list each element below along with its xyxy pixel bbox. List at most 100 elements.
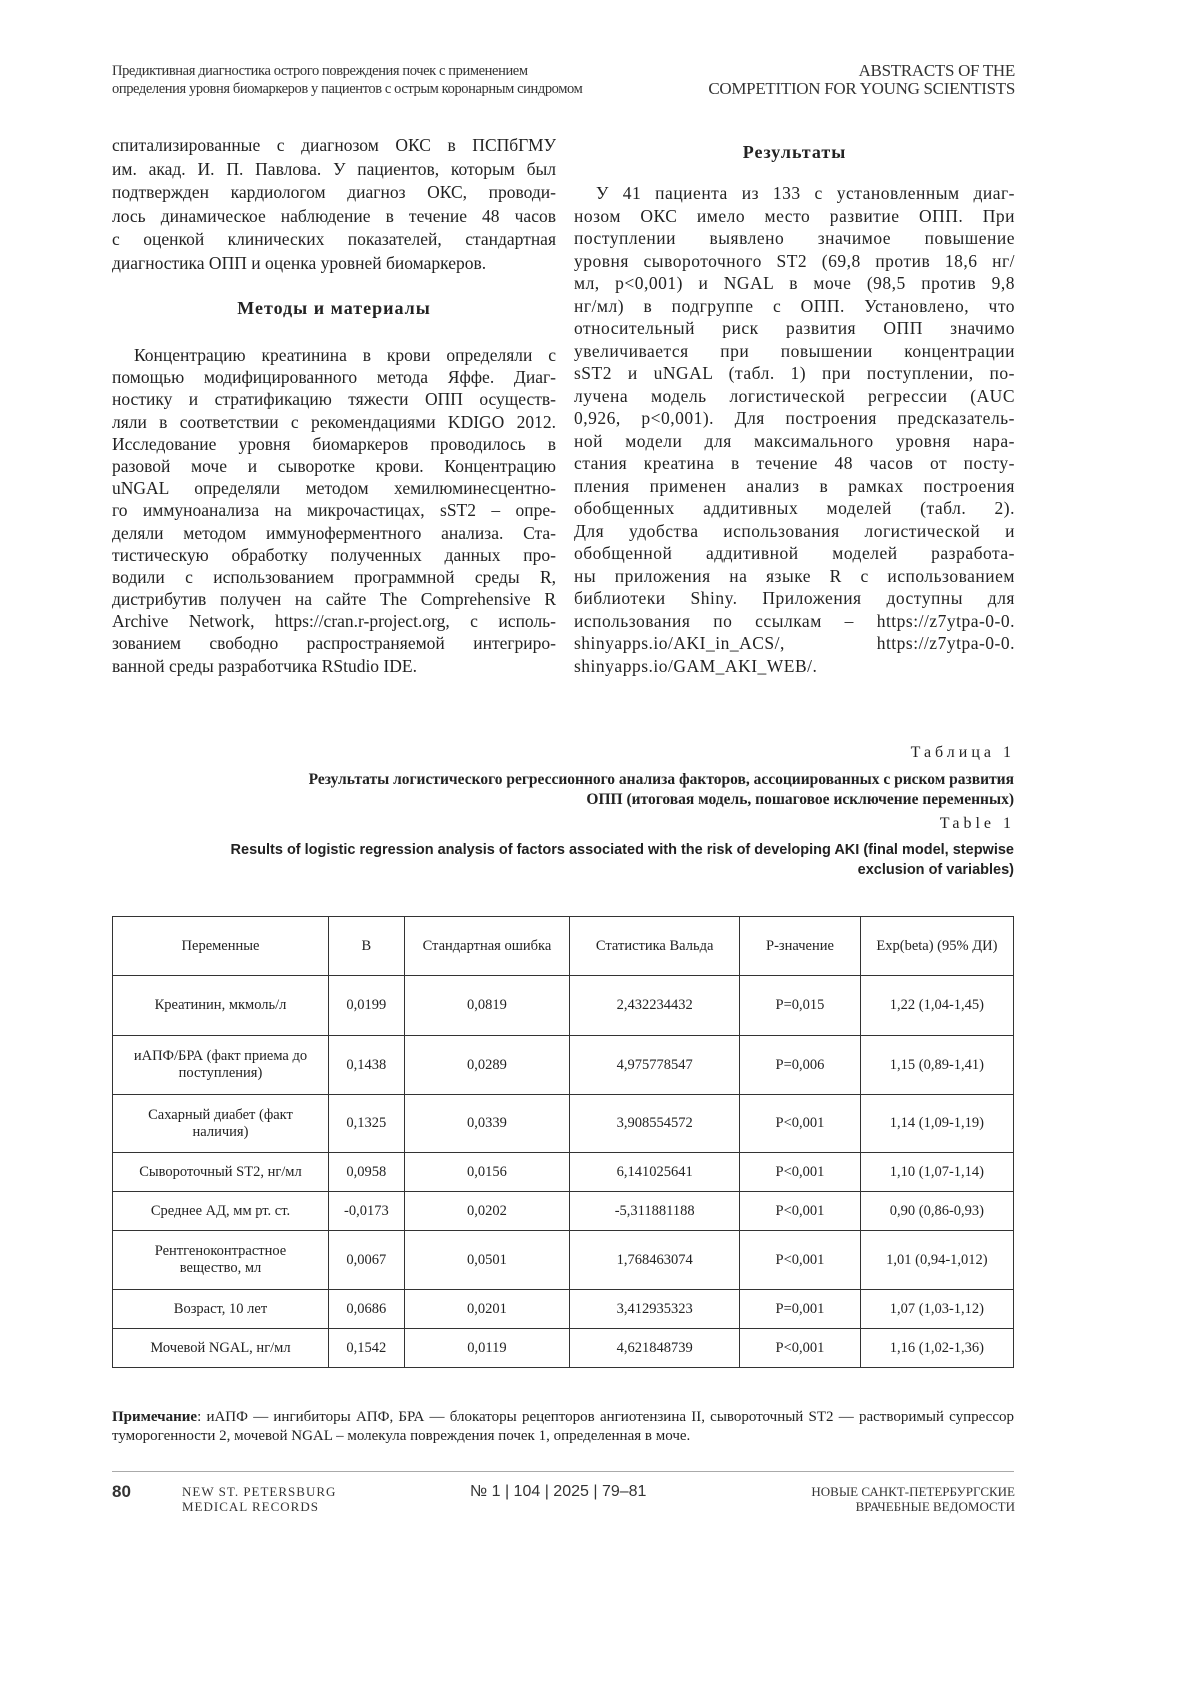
column-header: Стандартная ошибка (404, 917, 569, 976)
text-line: обобщенной аддитивной моделей разработа- (574, 542, 1015, 565)
results-paragraph: У 41 пациента из 133 с установленным диа… (574, 182, 1015, 677)
text-line: Для удобства использования логистической… (574, 520, 1015, 543)
caption-line: exclusion of variables) (114, 860, 1014, 880)
text-line: тистическую обработку полученных данных … (112, 544, 556, 566)
text-line: подтвержден кардиологом диагноз ОКС, про… (112, 181, 556, 205)
text-line: стания креатина в течение 48 часов от по… (574, 452, 1015, 475)
issue-info: № 1 | 104 | 2025 | 79–81 (470, 1484, 646, 1499)
table-cell: 0,0156 (404, 1153, 569, 1192)
table-cell: 1,14 (1,09-1,19) (860, 1095, 1013, 1153)
regression-table: ПеременныеBСтандартная ошибкаСтатистика … (112, 916, 1014, 1368)
table-row: Возраст, 10 лет0,06860,02013,412935323P=… (113, 1290, 1014, 1329)
journal-line: НОВЫЕ САНКТ-ПЕТЕРБУРГСКИЕ (811, 1484, 1015, 1499)
table-cell: 0,0119 (404, 1329, 569, 1368)
caption-line: Results of logistic regression analysis … (114, 840, 1014, 860)
footer-divider (112, 1471, 1014, 1472)
table-cell: 1,16 (1,02-1,36) (860, 1329, 1013, 1368)
table-row: Сахарный диабет (факт наличия)0,13250,03… (113, 1095, 1014, 1153)
table-cell: 0,1438 (328, 1036, 404, 1095)
table-cell: 0,0202 (404, 1192, 569, 1231)
section-title-line: ABSTRACTS OF THE (708, 62, 1015, 80)
text-line: ляли в соответствии с рекомендациями KDI… (112, 411, 556, 433)
text-line: sST2 и uNGAL (табл. 1) при поступлении, … (574, 362, 1015, 385)
table-cell: 0,0201 (404, 1290, 569, 1329)
text-line: 0,926, p<0,001). Для построения предсказ… (574, 407, 1015, 430)
table-cell: 0,1325 (328, 1095, 404, 1153)
journal-line: MEDICAL RECORDS (182, 1499, 336, 1514)
text-line: shinyapps.io/GAM_AKI_WEB/. (574, 655, 1015, 678)
table-cell: P<0,001 (740, 1231, 861, 1290)
journal-name-ru: НОВЫЕ САНКТ-ПЕТЕРБУРГСКИЕ ВРАЧЕБНЫЕ ВЕДО… (811, 1484, 1015, 1514)
table-cell: 1,768463074 (570, 1231, 740, 1290)
table-cell: -0,0173 (328, 1192, 404, 1231)
column-header: B (328, 917, 404, 976)
page-number: 80 (112, 1484, 131, 1499)
text-line: У 41 пациента из 133 с установленным диа… (574, 182, 1015, 205)
text-line: обобщенных аддитивных моделей (табл. 2). (574, 497, 1015, 520)
text-line: мл, p<0,001) и NGAL в моче (98,5 против … (574, 272, 1015, 295)
text-line: спитализированные с диагнозом ОКС в ПСПб… (112, 134, 556, 158)
methods-heading: Методы и материалы (112, 298, 556, 319)
table-cell: P<0,001 (740, 1095, 861, 1153)
text-line: ной модели для максимального уровня нара… (574, 430, 1015, 453)
text-line: диагностика ОПП и оценка уровней биомарк… (112, 252, 556, 276)
results-heading: Результаты (574, 142, 1015, 163)
table-cell: 1,01 (0,94-1,012) (860, 1231, 1013, 1290)
methods-paragraph: Концентрацию креатинина в крови определя… (112, 344, 556, 677)
text-line: uNGAL определяли методом хемилюминесцент… (112, 477, 556, 499)
text-line: shinyapps.io/AKI_in_ACS/, https://z7ytpa… (574, 632, 1015, 655)
table-row: иАПФ/БРА (факт приема до поступления)0,1… (113, 1036, 1014, 1095)
table-cell: Сахарный диабет (факт наличия) (113, 1095, 329, 1153)
text-line: Концентрацию креатинина в крови определя… (112, 344, 556, 366)
table-cell: 3,908554572 (570, 1095, 740, 1153)
table-note: Примечание: иАПФ — ингибиторы АПФ, БРА —… (112, 1408, 1014, 1446)
table-cell: 0,0819 (404, 976, 569, 1036)
table-cell: P<0,001 (740, 1192, 861, 1231)
table-cell: 6,141025641 (570, 1153, 740, 1192)
table-cell: P=0,015 (740, 976, 861, 1036)
note-label: Примечание (112, 1409, 197, 1425)
text-line: деляли методом иммуноферментного анализа… (112, 522, 556, 544)
table-cell: 4,975778547 (570, 1036, 740, 1095)
text-line: ны приложения на языке R с использование… (574, 565, 1015, 588)
table-cell: Среднее АД, мм рт. ст. (113, 1192, 329, 1231)
running-title-line: Предиктивная диагностика острого поврежд… (112, 62, 672, 80)
table-cell: 0,0686 (328, 1290, 404, 1329)
table-caption-en: Results of logistic regression analysis … (114, 840, 1014, 880)
text-line: поступлении выявлено значимое повышение (574, 227, 1015, 250)
note-text: : иАПФ — ингибиторы АПФ, БРА — блокаторы… (112, 1409, 1014, 1444)
table-cell: Мочевой NGAL, нг/мл (113, 1329, 329, 1368)
table-header-row: ПеременныеBСтандартная ошибкаСтатистика … (113, 917, 1014, 976)
table-cell: 0,90 (0,86-0,93) (860, 1192, 1013, 1231)
table-row: Рентгеноконтрастное вещество, мл0,00670,… (113, 1231, 1014, 1290)
table-label-ru: Таблица 1 (911, 744, 1015, 762)
table-caption-ru: Результаты логистического регрессионного… (114, 770, 1014, 810)
text-line: пления применен анализ в рамках построен… (574, 475, 1015, 498)
table-cell: P<0,001 (740, 1153, 861, 1192)
table-cell: 1,15 (0,89-1,41) (860, 1036, 1013, 1095)
table-cell: Креатинин, мкмоль/л (113, 976, 329, 1036)
text-line: им. акад. И. П. Павлова. У пациентов, ко… (112, 158, 556, 182)
text-line: ностику и стратификацию тяжести ОПП осущ… (112, 388, 556, 410)
table-row: Мочевой NGAL, нг/мл0,15420,01194,6218487… (113, 1329, 1014, 1368)
journal-line: NEW ST. PETERSBURG (182, 1484, 336, 1499)
text-line: с оценкой клинических показателей, станд… (112, 228, 556, 252)
text-line: Исследование уровня биомаркеров проводил… (112, 433, 556, 455)
text-line: нг/мл) в подгруппе с ОПП. Установлено, ч… (574, 295, 1015, 318)
table-cell: P<0,001 (740, 1329, 861, 1368)
column-header: Переменные (113, 917, 329, 976)
table-cell: 2,432234432 (570, 976, 740, 1036)
text-line: ванной среды разработчика RStudio IDE. (112, 655, 556, 677)
running-title: Предиктивная диагностика острого поврежд… (112, 62, 672, 98)
table-cell: 4,621848739 (570, 1329, 740, 1368)
running-title-line: определения уровня биомаркеров у пациент… (112, 80, 672, 98)
table-row: Среднее АД, мм рт. ст.-0,01730,0202-5,31… (113, 1192, 1014, 1231)
table-cell: Рентгеноконтрастное вещество, мл (113, 1231, 329, 1290)
table-cell: 3,412935323 (570, 1290, 740, 1329)
text-line: зованием свободно распространяемой интег… (112, 632, 556, 654)
caption-line: ОПП (итоговая модель, пошаговое исключен… (114, 790, 1014, 810)
text-line: использования по ссылкам – https://z7ytp… (574, 610, 1015, 633)
section-title: ABSTRACTS OF THE COMPETITION FOR YOUNG S… (708, 62, 1015, 98)
table-row: Креатинин, мкмоль/л0,01990,08192,4322344… (113, 976, 1014, 1036)
table-cell: Возраст, 10 лет (113, 1290, 329, 1329)
